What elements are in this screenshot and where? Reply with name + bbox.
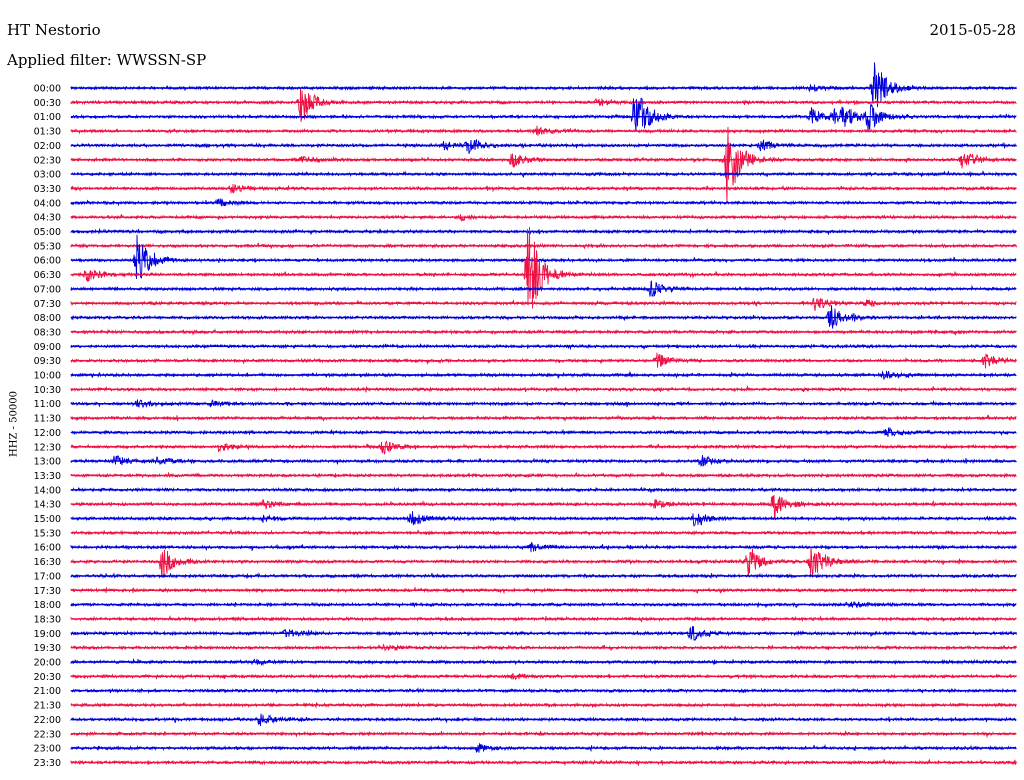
time-label-0830: 08:30 xyxy=(34,327,61,338)
time-label-2330: 23:30 xyxy=(34,758,61,769)
time-label-1500: 15:00 xyxy=(34,514,61,525)
time-label-1200: 12:00 xyxy=(34,428,61,439)
time-label-0430: 04:30 xyxy=(34,213,61,224)
time-label-2130: 21:30 xyxy=(34,701,61,712)
time-label-2030: 20:30 xyxy=(34,672,61,683)
time-label-0800: 08:00 xyxy=(34,313,61,324)
time-label-0030: 00:30 xyxy=(34,98,61,109)
time-label-0100: 01:00 xyxy=(34,112,61,123)
time-label-0630: 06:30 xyxy=(34,270,61,281)
time-label-1830: 18:30 xyxy=(34,614,61,625)
time-label-0500: 05:00 xyxy=(34,227,61,238)
date-label: 2015-05-28 xyxy=(929,21,1016,39)
time-label-0400: 04:00 xyxy=(34,198,61,209)
time-label-0930: 09:30 xyxy=(34,356,61,367)
time-label-1930: 19:30 xyxy=(34,643,61,654)
time-label-1400: 14:00 xyxy=(34,485,61,496)
time-label-2300: 23:00 xyxy=(34,744,61,755)
time-label-0600: 06:00 xyxy=(34,256,61,267)
time-label-1430: 14:30 xyxy=(34,500,61,511)
filter-label: Applied filter: WWSSN-SP xyxy=(7,51,207,69)
trace-line-1430 xyxy=(70,494,1017,519)
time-label-0530: 05:30 xyxy=(34,241,61,252)
trace-line-0630 xyxy=(70,226,1017,309)
time-label-0000: 00:00 xyxy=(34,84,61,95)
time-label-1330: 13:30 xyxy=(34,471,61,482)
time-label-2200: 22:00 xyxy=(34,715,61,726)
time-label-1100: 11:00 xyxy=(34,399,61,410)
time-label-1630: 16:30 xyxy=(34,557,61,568)
time-label-0900: 09:00 xyxy=(34,342,61,353)
trace-line-0200 xyxy=(70,138,1017,155)
trace-line-0230 xyxy=(70,126,1017,202)
trace-line-1230 xyxy=(70,440,1017,455)
trace-line-0730 xyxy=(70,297,1017,312)
time-label-1530: 15:30 xyxy=(34,528,61,539)
time-label-0200: 02:00 xyxy=(34,141,61,152)
time-label-2230: 22:30 xyxy=(34,729,61,740)
time-label-1900: 19:00 xyxy=(34,629,61,640)
time-label-2100: 21:00 xyxy=(34,686,61,697)
station-title: HT Nestorio xyxy=(7,21,101,39)
time-label-1030: 10:30 xyxy=(34,385,61,396)
time-label-1230: 12:30 xyxy=(34,442,61,453)
time-label-0300: 03:00 xyxy=(34,170,61,181)
trace-line-0000 xyxy=(70,62,1017,108)
time-label-1000: 10:00 xyxy=(34,371,61,382)
time-label-0330: 03:30 xyxy=(34,184,61,195)
time-label-0230: 02:30 xyxy=(34,155,61,166)
time-label-0700: 07:00 xyxy=(34,284,61,295)
time-label-1730: 17:30 xyxy=(34,586,61,597)
time-label-1130: 11:30 xyxy=(34,414,61,425)
time-label-1700: 17:00 xyxy=(34,571,61,582)
time-label-1600: 16:00 xyxy=(34,543,61,554)
time-label-1800: 18:00 xyxy=(34,600,61,611)
time-label-0730: 07:30 xyxy=(34,299,61,310)
time-label-2000: 20:00 xyxy=(34,658,61,669)
trace-line-1800 xyxy=(70,601,1017,609)
time-label-0130: 01:30 xyxy=(34,127,61,138)
time-label-1300: 13:00 xyxy=(34,457,61,468)
